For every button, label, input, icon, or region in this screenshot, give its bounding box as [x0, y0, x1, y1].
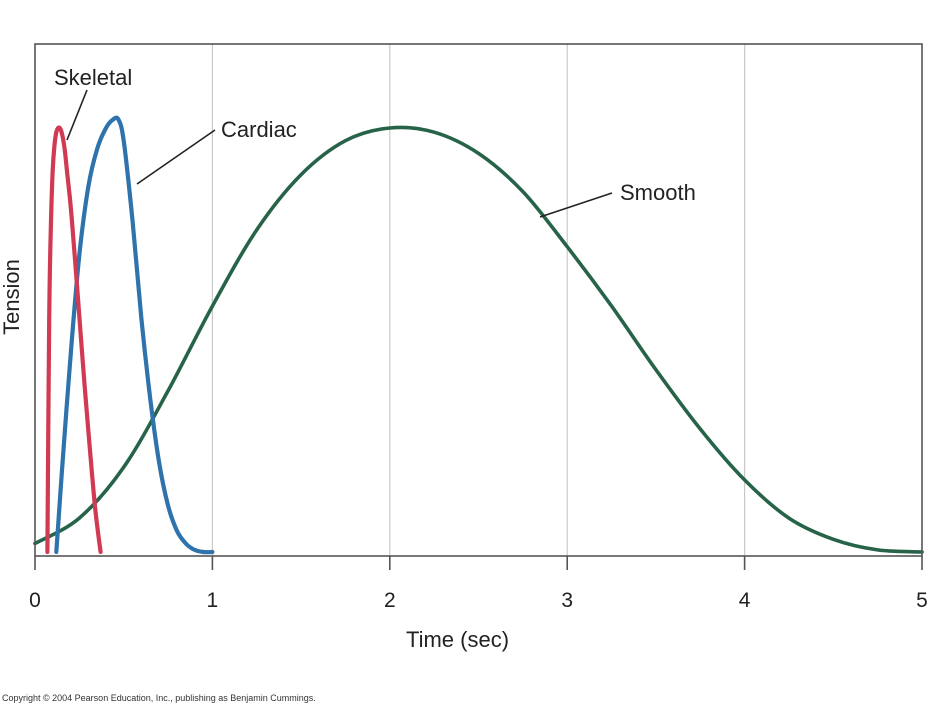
- smooth-series-line: [33, 125, 924, 554]
- skeletal-series-label: Skeletal: [54, 65, 132, 90]
- skeletal-series-line: [45, 125, 103, 555]
- cardiac-series-label: Cardiac: [221, 117, 297, 142]
- smooth-series-label: Smooth: [620, 180, 696, 205]
- skeletal-leader-line: [66, 89, 88, 141]
- x-tick-label-5: 5: [916, 589, 928, 612]
- plot-frame: [34, 43, 923, 557]
- series-labels: Skeletal Cardiac Smooth: [54, 65, 696, 205]
- series-lines: [33, 115, 924, 555]
- y-axis-label: Tension: [0, 259, 24, 335]
- smooth-leader-line: [539, 192, 613, 218]
- x-tick-label-3: 3: [561, 589, 573, 612]
- x-tick-label-0: 0: [29, 589, 41, 612]
- copyright-notice: Copyright © 2004 Pearson Education, Inc.…: [2, 693, 316, 703]
- x-axis-ticks: 0 1 2 3 4 5: [29, 556, 928, 612]
- x-axis-label: Time (sec): [406, 627, 509, 652]
- x-tick-label-4: 4: [739, 589, 751, 612]
- cardiac-leader-line: [136, 129, 216, 185]
- x-tick-label-1: 1: [207, 589, 219, 612]
- series-leader-lines: [66, 89, 613, 218]
- x-tick-label-2: 2: [384, 589, 396, 612]
